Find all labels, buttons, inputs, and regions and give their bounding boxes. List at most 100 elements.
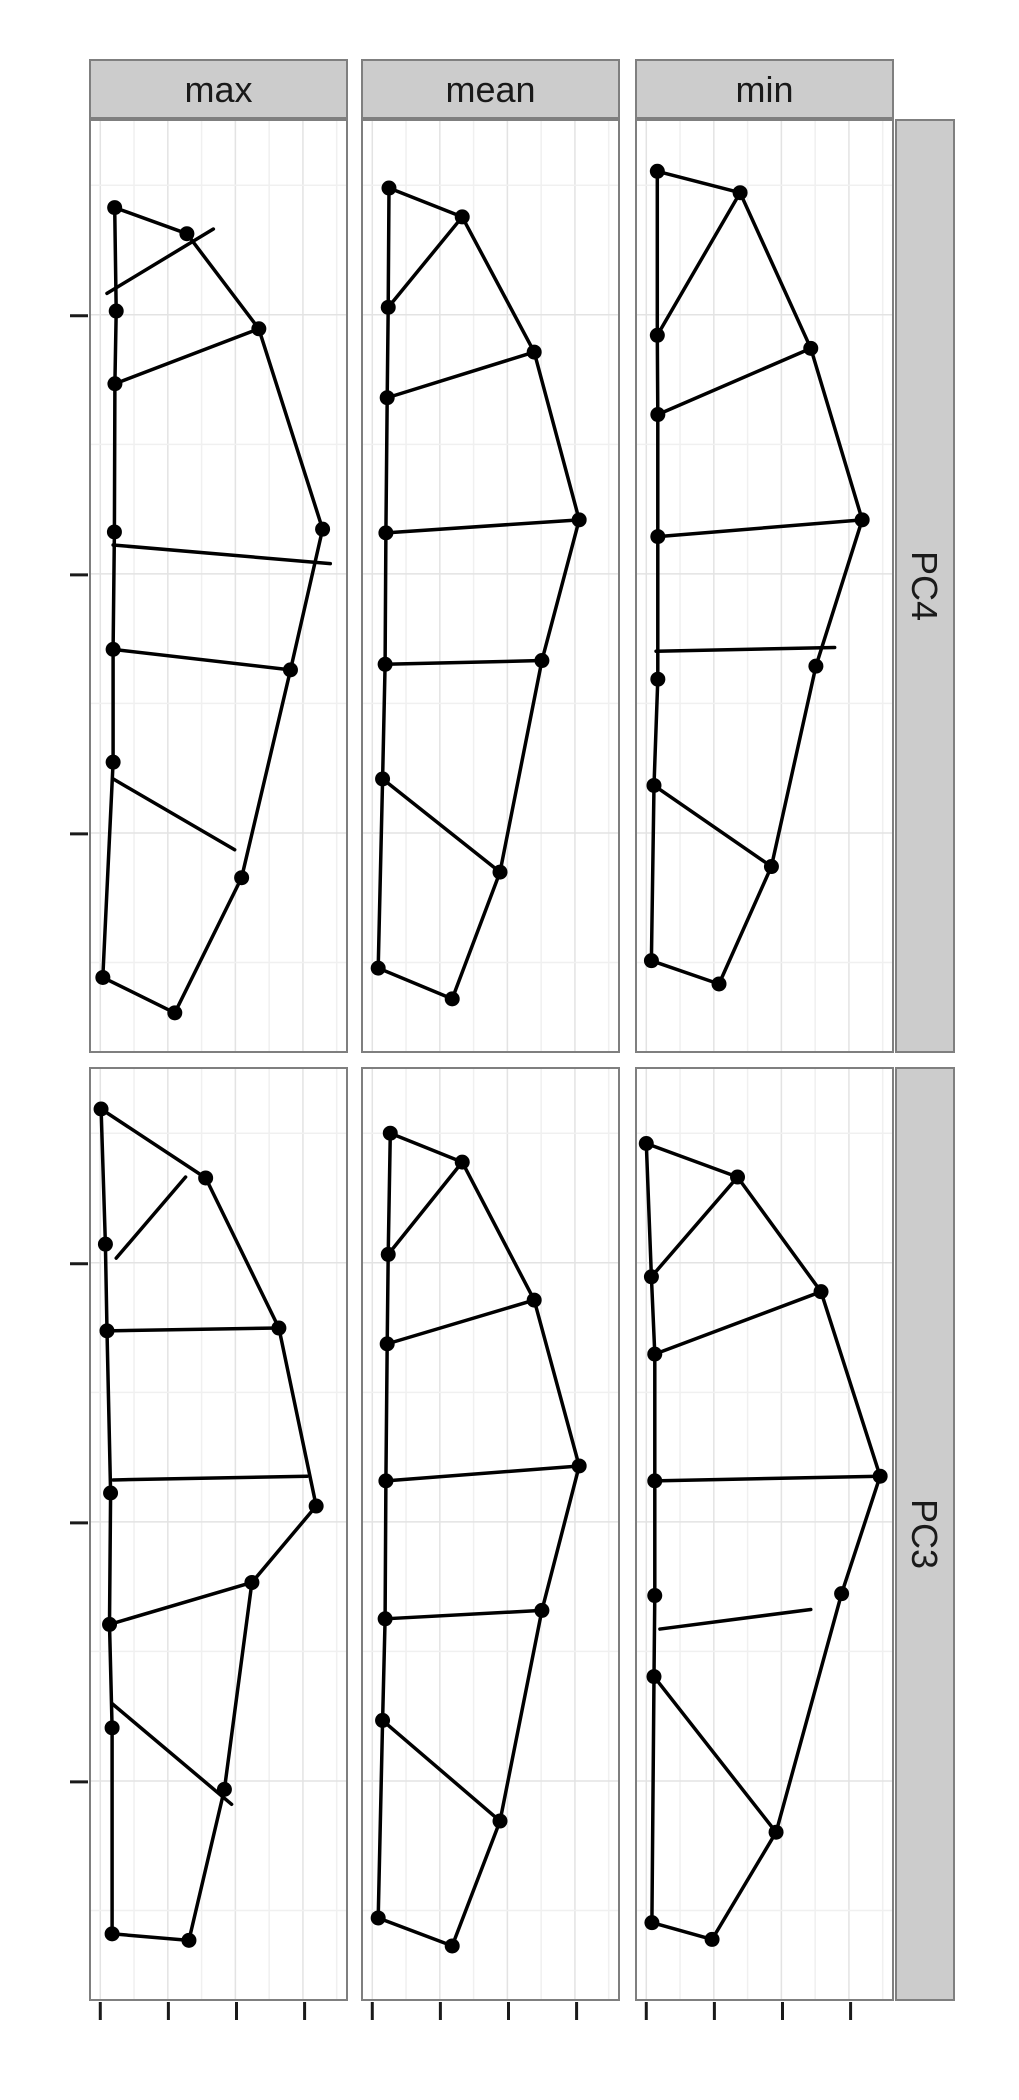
- chord-line: [656, 518, 864, 539]
- data-point: [181, 1932, 197, 1948]
- data-point: [854, 512, 870, 528]
- data-point: [444, 991, 460, 1007]
- data-point: [646, 777, 662, 793]
- strip-column-min: min: [635, 59, 894, 119]
- data-point: [375, 1712, 391, 1728]
- data-point: [444, 1938, 460, 1954]
- chord-line: [111, 1474, 309, 1482]
- chord-line: [649, 1175, 740, 1279]
- series-pc3-max: [93, 1101, 324, 1948]
- data-point: [768, 1824, 784, 1840]
- series-pc3-mean: [370, 1125, 587, 1954]
- data-point: [108, 303, 124, 319]
- panel-border: [89, 1067, 348, 2001]
- data-point: [649, 327, 665, 343]
- strip-label: PC4: [904, 551, 945, 621]
- data-point: [271, 1320, 287, 1336]
- outline-line: [644, 1141, 882, 1942]
- data-point: [105, 641, 121, 657]
- panel-pc3-mean: [361, 1067, 620, 2001]
- data-point: [251, 321, 267, 337]
- data-point: [647, 1346, 663, 1362]
- chord-line: [110, 1701, 234, 1807]
- data-point: [454, 209, 470, 225]
- chord-line: [385, 350, 536, 400]
- data-point: [380, 299, 396, 315]
- data-point: [103, 1485, 119, 1501]
- strip-column-mean: mean: [361, 59, 620, 119]
- chord-line: [111, 777, 237, 852]
- strip-row-pc3: PC3: [895, 1067, 955, 2001]
- chord-line: [384, 1464, 581, 1483]
- data-point: [571, 512, 587, 528]
- data-point: [377, 1611, 393, 1627]
- series-pc3-min: [638, 1135, 888, 1947]
- panel-border: [361, 119, 620, 1053]
- data-point: [803, 340, 819, 356]
- chord-line: [111, 647, 293, 672]
- strip-column-max: max: [89, 59, 348, 119]
- chord-line: [380, 777, 502, 874]
- facet-strips: max mean min PC4 PC3: [89, 59, 955, 2001]
- data-point: [370, 1910, 386, 1926]
- panel-pc4-mean: [361, 119, 620, 1053]
- chord-line: [653, 1474, 882, 1483]
- data-point: [106, 524, 122, 540]
- data-point: [244, 1574, 260, 1590]
- panel-pc4-min: [635, 119, 894, 1053]
- data-point: [104, 1720, 120, 1736]
- chord-line: [113, 327, 261, 386]
- chord-line: [111, 543, 333, 566]
- data-point: [378, 1473, 394, 1489]
- panel-background: [636, 1068, 893, 2000]
- data-point: [379, 1336, 395, 1352]
- panel-border: [361, 1067, 620, 2001]
- data-point: [93, 1101, 109, 1117]
- strip-background: [895, 119, 955, 1053]
- chord-line: [653, 1289, 823, 1356]
- data-point: [650, 407, 666, 423]
- strip-background: [895, 1067, 955, 2001]
- panel-background: [362, 1068, 619, 2000]
- data-point: [646, 1669, 662, 1685]
- data-point: [97, 1236, 113, 1252]
- data-point: [492, 1813, 508, 1829]
- data-point: [104, 1926, 120, 1942]
- data-point: [378, 525, 394, 541]
- outline-line: [649, 169, 864, 986]
- data-point: [650, 671, 666, 687]
- chord-line: [383, 658, 544, 667]
- strip-label: min: [735, 69, 793, 110]
- data-point: [282, 662, 298, 678]
- chord-line: [383, 1608, 544, 1621]
- chord-line: [384, 518, 581, 535]
- data-point: [454, 1154, 470, 1170]
- panels-layer: [89, 119, 894, 2001]
- chord-line: [655, 190, 742, 338]
- data-point: [730, 1169, 746, 1185]
- data-point: [813, 1284, 829, 1300]
- data-point: [638, 1135, 654, 1151]
- data-point: [571, 1458, 587, 1474]
- outline-line: [376, 186, 581, 1001]
- data-point: [99, 1323, 115, 1339]
- panel-pc3-min: [635, 1067, 894, 2001]
- data-point: [492, 864, 508, 880]
- data-point: [649, 163, 665, 179]
- data-point: [526, 344, 542, 360]
- chord-line: [107, 1580, 254, 1627]
- data-point: [95, 969, 111, 985]
- data-point: [105, 754, 121, 770]
- data-point: [370, 960, 386, 976]
- data-point: [643, 1269, 659, 1285]
- data-point: [167, 1005, 183, 1021]
- chord-line: [386, 215, 464, 310]
- data-point: [526, 1292, 542, 1308]
- data-point: [380, 1246, 396, 1262]
- strip-background: [361, 59, 620, 119]
- data-point: [315, 521, 331, 537]
- chord-line: [114, 1175, 188, 1260]
- data-point: [382, 1125, 398, 1141]
- panel-background: [362, 120, 619, 1052]
- panel-border: [89, 119, 348, 1053]
